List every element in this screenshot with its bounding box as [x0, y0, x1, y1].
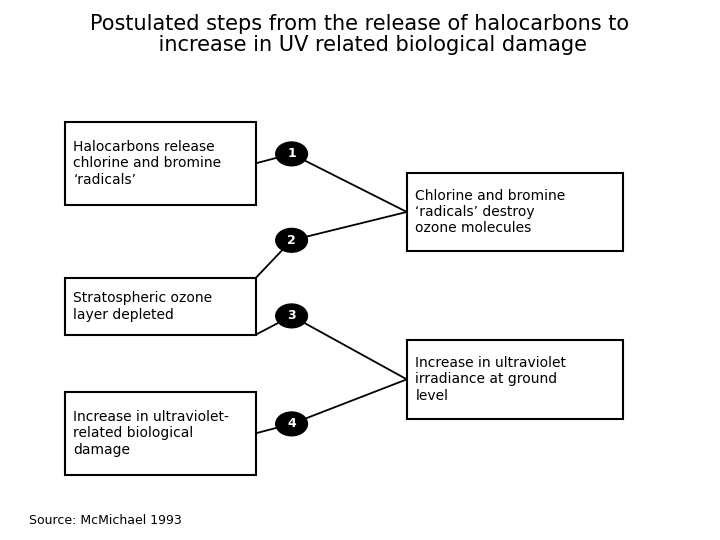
- FancyBboxPatch shape: [65, 392, 256, 475]
- Text: Halocarbons release
chlorine and bromine
‘radicals’: Halocarbons release chlorine and bromine…: [73, 140, 222, 186]
- Text: Stratospheric ozone
layer depleted: Stratospheric ozone layer depleted: [73, 292, 212, 321]
- Text: Increase in ultraviolet
irradiance at ground
level: Increase in ultraviolet irradiance at gr…: [415, 356, 567, 402]
- FancyBboxPatch shape: [407, 173, 623, 251]
- Circle shape: [276, 228, 307, 252]
- Circle shape: [276, 412, 307, 436]
- Circle shape: [276, 304, 307, 328]
- Text: Chlorine and bromine
‘radicals’ destroy
ozone molecules: Chlorine and bromine ‘radicals’ destroy …: [415, 189, 566, 235]
- Text: 4: 4: [287, 417, 296, 430]
- FancyBboxPatch shape: [65, 122, 256, 205]
- Circle shape: [276, 142, 307, 166]
- Text: Increase in ultraviolet-
related biological
damage: Increase in ultraviolet- related biologi…: [73, 410, 229, 456]
- FancyBboxPatch shape: [407, 340, 623, 418]
- Text: 2: 2: [287, 234, 296, 247]
- Text: Postulated steps from the release of halocarbons to: Postulated steps from the release of hal…: [91, 14, 629, 33]
- FancyBboxPatch shape: [65, 278, 256, 335]
- Text: Source: McMichael 1993: Source: McMichael 1993: [29, 514, 181, 526]
- Text: increase in UV related biological damage: increase in UV related biological damage: [132, 35, 588, 55]
- Text: 1: 1: [287, 147, 296, 160]
- Text: 3: 3: [287, 309, 296, 322]
